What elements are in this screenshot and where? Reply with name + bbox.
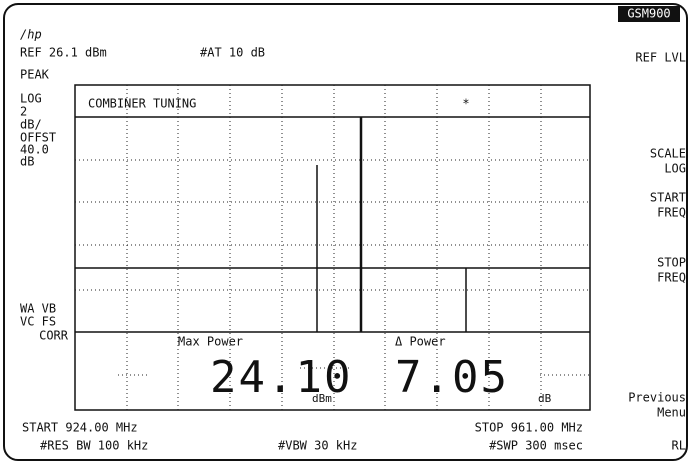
softkey[interactable]: REF LVL [635, 51, 686, 65]
softkey[interactable]: RL [672, 439, 686, 453]
softkey-label: Previous [628, 391, 686, 405]
annotation: CORR [39, 329, 69, 343]
marker: * [462, 97, 469, 111]
softkey-label: SCALE [650, 147, 686, 161]
start-freq: START 924.00 MHz [22, 421, 138, 435]
softkey-label: START [650, 191, 686, 205]
ref-level: REF 26.1 dBm [20, 46, 107, 60]
graticule [74, 84, 591, 411]
max-power-label: Max Power [178, 335, 243, 349]
attenuation: #AT 10 dB [200, 46, 265, 60]
softkey-label: RL [672, 439, 686, 453]
screen-border [3, 3, 688, 461]
annotation: WA VB [20, 302, 56, 316]
annotation: dB [20, 155, 34, 169]
sweep: #SWP 300 msec [489, 439, 583, 453]
annotation: LOG [20, 92, 42, 106]
annotation: PEAK [20, 68, 50, 82]
rbw: #RES BW 100 kHz [40, 439, 148, 453]
softkey-label: FREQ [657, 206, 686, 220]
delta-power-unit: dB [538, 392, 552, 405]
stop-freq: STOP 961.00 MHz [475, 421, 583, 435]
softkey-label: Menu [657, 406, 686, 420]
vbw: #VBW 30 kHz [278, 439, 357, 453]
annotation: 40.0 [20, 143, 49, 157]
delta-power-label: Δ Power [395, 335, 446, 349]
softkey-label: FREQ [657, 271, 686, 285]
annotation: dB/ [20, 118, 42, 132]
softkey-label: REF LVL [635, 51, 686, 65]
annotation: OFFST [20, 131, 56, 145]
softkey-label: LOG [664, 162, 686, 176]
delta-power-value: 7.05 [395, 352, 509, 403]
max-power-value: 24.10 [210, 352, 352, 403]
logo: /hp [20, 28, 42, 42]
screen-title: COMBINER TUNING [88, 97, 196, 111]
mode-label: GSM900 [627, 7, 670, 21]
mode-badge [618, 6, 680, 22]
max-power-unit: dBm [312, 392, 332, 405]
annotation: 2 [20, 105, 27, 119]
annotation: VC FS [20, 315, 56, 329]
softkey-label: STOP [657, 256, 686, 270]
